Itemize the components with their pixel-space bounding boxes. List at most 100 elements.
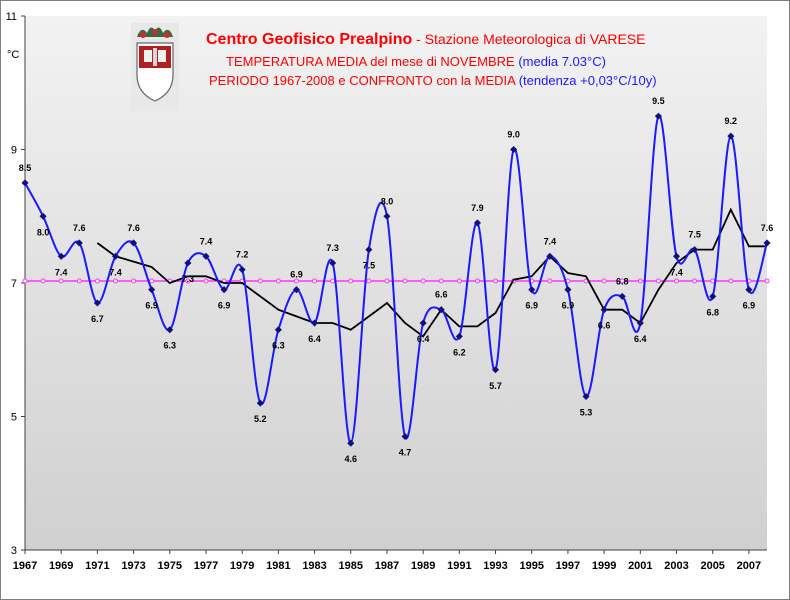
y-tick-label: 9 [11,145,17,157]
mean-marker [275,278,281,284]
y-tick-label: 5 [11,412,17,424]
data-point [473,219,481,227]
x-tick-label: 2005 [700,560,724,572]
mean-marker [330,278,336,284]
x-tick-label: 1993 [483,560,507,572]
data-label: 4.6 [344,454,357,464]
data-label: 7.6 [761,223,774,233]
mean-marker [764,278,770,284]
y-axis-label: °C [7,49,19,61]
data-point [130,239,138,247]
data-label: 6.8 [706,307,719,317]
temperature-series-line [24,114,768,445]
data-label: 7.5 [688,230,701,240]
data-label: 8.0 [37,227,50,237]
mean-marker [257,278,263,284]
data-label: 7.6 [73,223,86,233]
data-label: 6.4 [417,334,430,344]
moving-average-line [96,207,767,338]
title-line-1: Centro Geofisico Prealpino - Stazione Me… [206,31,706,49]
data-point [311,319,319,327]
mean-marker [185,278,191,284]
data-point [75,239,83,247]
x-tick-label: 1973 [121,560,145,572]
subtitle-period: PERIODO 1967-2008 e CONFRONTO con la MED… [209,73,519,88]
mean-marker [76,278,82,284]
x-tick-label: 1995 [519,560,543,572]
data-point [618,292,626,300]
data-point [220,286,228,294]
data-label: 7.2 [236,250,249,260]
data-point [455,332,463,340]
x-tick-label: 2007 [737,560,761,572]
mean-marker [203,278,209,284]
data-label: 6.8 [616,276,629,286]
data-label: 6.9 [525,301,538,311]
mean-marker [112,278,118,284]
x-tick-label: 1971 [85,560,109,572]
data-label: 6.9 [145,301,158,311]
mean-marker [348,278,354,284]
data-point [691,246,699,254]
data-point [419,319,427,327]
y-tick-label: 11 [6,11,17,23]
mean-marker [384,278,390,284]
x-tick-label: 1997 [556,560,580,572]
data-point [709,292,717,300]
data-point [654,112,662,120]
data-label: 6.3 [272,341,285,351]
data-label: 6.4 [634,334,647,344]
data-point [184,259,192,267]
subtitle-month: TEMPERATURA MEDIA del mese di NOVEMBRE [226,54,519,69]
mean-marker [312,278,318,284]
mean-marker [674,278,680,284]
x-tick-label: 1991 [447,560,471,572]
data-point [347,439,355,447]
x-tick-label: 1967 [13,560,37,572]
x-tick-label: 1987 [375,560,399,572]
mean-marker [22,278,28,284]
data-label: 7.5 [363,261,376,271]
data-label: 6.7 [91,314,104,324]
mean-marker [474,278,480,284]
data-label: 9.0 [507,130,520,140]
data-point [238,266,246,274]
subtitle-trend: (tendenza +0,03°C/10y) [518,73,657,88]
x-tick-label: 1985 [339,560,363,572]
data-point [329,259,337,267]
x-tick-label: 1989 [411,560,435,572]
data-label: 7.4 [109,267,122,277]
x-tick-label: 1999 [592,560,616,572]
data-point [21,179,29,187]
data-label: 6.6 [435,290,448,300]
title-line-3: PERIODO 1967-2008 e CONFRONTO con la MED… [209,73,709,88]
mean-marker [655,278,661,284]
data-label: 5.3 [580,407,593,417]
data-point [148,286,156,294]
data-label: 8.5 [19,163,32,173]
data-point [492,366,500,374]
data-point [256,399,264,407]
data-point [437,306,445,314]
title-line-2: TEMPERATURA MEDIA del mese di NOVEMBRE (… [226,54,726,69]
mean-marker [420,278,426,284]
data-label: 6.9 [218,301,231,311]
data-label: 7.4 [670,267,683,277]
data-point [166,326,174,334]
title-station: - Stazione Meteorologica di VARESE [412,31,646,47]
x-tick-label: 2003 [664,560,688,572]
mean-marker [293,278,299,284]
data-point [564,286,572,294]
mean-marker [493,278,499,284]
data-label: 7.6 [127,223,140,233]
x-tick-label: 1975 [158,560,182,572]
x-tick-label: 1983 [302,560,326,572]
data-point [93,299,101,307]
mean-marker [601,278,607,284]
subtitle-mean: (media 7.03°C) [518,54,606,69]
data-label: 5.7 [489,381,502,391]
data-label: 6.9 [562,301,575,311]
data-label: 8.0 [381,196,394,206]
